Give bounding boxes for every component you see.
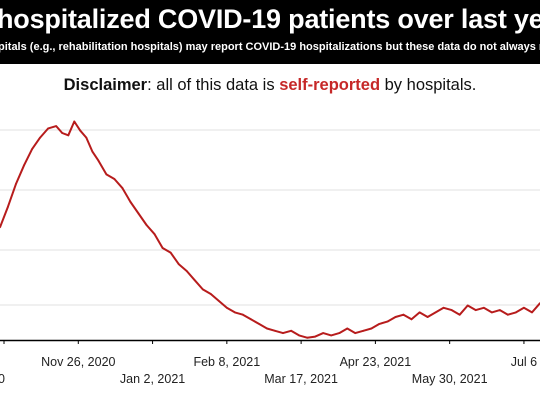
data-point xyxy=(418,311,421,314)
data-point xyxy=(402,313,405,316)
disclaimer: Disclaimer: all of this data is self-rep… xyxy=(0,76,540,95)
data-point xyxy=(322,332,325,334)
data-point xyxy=(306,336,308,339)
x-tick-label: 0 xyxy=(0,372,5,386)
data-point xyxy=(209,293,212,295)
data-point xyxy=(434,311,437,314)
data-point xyxy=(354,332,357,334)
data-point xyxy=(515,311,517,314)
data-point xyxy=(47,127,50,130)
data-point xyxy=(67,134,70,137)
x-tick-label: Jan 2, 2021 xyxy=(120,372,185,386)
data-point xyxy=(314,335,317,338)
data-point xyxy=(145,224,148,226)
data-point xyxy=(458,313,461,316)
data-point xyxy=(474,309,477,311)
data-point xyxy=(330,334,333,337)
x-tick-label: Apr 23, 2021 xyxy=(340,355,412,369)
data-point xyxy=(250,318,252,321)
data-point xyxy=(15,182,17,185)
disclaimer-text: : all of this data is xyxy=(147,76,280,94)
data-point xyxy=(7,205,9,208)
x-tick-label: May 30, 2021 xyxy=(412,372,488,386)
data-point xyxy=(201,288,204,291)
data-point xyxy=(185,270,188,272)
data-point xyxy=(378,323,381,325)
data-point xyxy=(129,201,132,203)
data-point xyxy=(507,313,509,316)
data-point xyxy=(282,332,284,334)
data-point xyxy=(450,309,453,311)
data-point xyxy=(137,212,140,215)
data-point xyxy=(39,136,41,139)
x-tick-label: Mar 17, 2021 xyxy=(264,372,338,386)
data-point xyxy=(531,311,533,314)
data-point xyxy=(266,327,268,330)
data-point xyxy=(499,309,501,311)
disclaimer-tail: by hospitals. xyxy=(380,76,477,94)
data-point xyxy=(113,178,116,180)
data-point xyxy=(177,263,180,265)
data-point xyxy=(23,164,25,167)
data-point xyxy=(0,226,1,229)
data-point xyxy=(153,233,156,236)
data-point xyxy=(442,306,445,309)
chart-title: hospitalized COVID-19 patients over last… xyxy=(0,4,540,34)
data-point xyxy=(490,311,493,314)
data-point xyxy=(61,132,64,134)
data-point xyxy=(298,334,300,337)
data-point xyxy=(362,329,365,332)
data-point xyxy=(79,129,82,132)
header-bar: hospitalized COVID-19 patients over last… xyxy=(0,0,540,64)
data-point xyxy=(73,120,76,123)
data-point xyxy=(346,327,349,330)
chart-subtitle: pitals (e.g., rehabilitation hospitals) … xyxy=(0,41,540,53)
data-point xyxy=(386,320,389,323)
x-tick-label: Jul 6 xyxy=(511,355,537,369)
disclaimer-lead: Disclaimer xyxy=(63,76,148,94)
data-point xyxy=(121,187,124,190)
data-point xyxy=(523,306,525,309)
data-point xyxy=(466,304,469,307)
data-point xyxy=(234,311,236,314)
data-point xyxy=(225,306,228,309)
data-point xyxy=(426,316,429,318)
data-point xyxy=(31,148,33,151)
data-point xyxy=(91,150,94,153)
x-tick-label: Feb 8, 2021 xyxy=(193,355,260,369)
data-point xyxy=(85,136,88,139)
data-point xyxy=(161,247,164,249)
data-point xyxy=(55,125,58,127)
data-point xyxy=(242,313,244,316)
series-line xyxy=(0,120,540,339)
data-point xyxy=(370,327,373,330)
data-point xyxy=(105,173,108,176)
data-point xyxy=(169,251,172,254)
data-point xyxy=(394,316,397,318)
data-point xyxy=(290,329,292,332)
data-point xyxy=(258,323,260,325)
disclaimer-highlight: self-reported xyxy=(279,76,381,94)
data-point xyxy=(97,159,100,162)
x-tick-label: Nov 26, 2020 xyxy=(41,355,115,369)
data-point xyxy=(410,318,413,321)
data-point xyxy=(338,332,341,334)
data-point xyxy=(193,279,196,282)
data-point xyxy=(482,306,485,309)
data-point xyxy=(274,329,276,332)
data-point xyxy=(217,300,220,302)
